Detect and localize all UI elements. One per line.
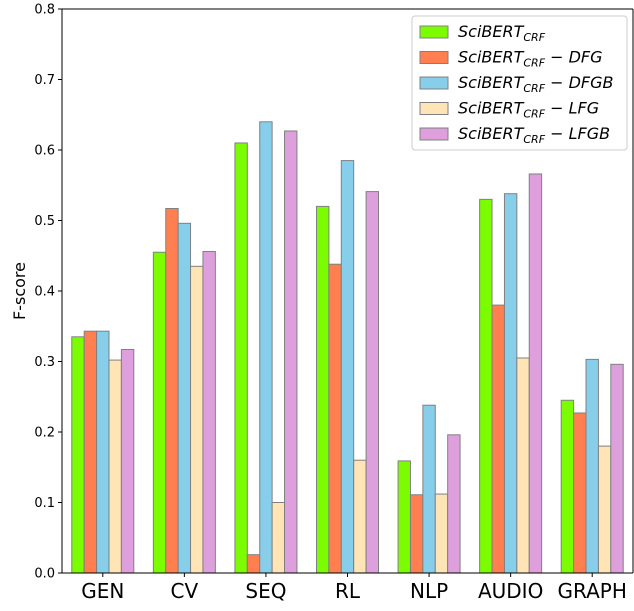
y-tick-label: 0.4 (34, 285, 55, 300)
bar-rl-series-4 (353, 459, 367, 574)
legend-swatch-3 (419, 76, 449, 90)
y-tick-label: 0.0 (34, 567, 55, 582)
bar-graph-series-4 (597, 445, 612, 574)
bar-audio-series-1 (479, 198, 493, 574)
legend-box (411, 15, 628, 151)
bar-gen-series-1 (71, 336, 85, 574)
x-tick-label: GEN (81, 579, 124, 603)
legend-label-3: SciBERTCRF − DFGB (458, 73, 614, 95)
bar-gen-series-3 (96, 330, 110, 574)
x-tick-label: SEQ (245, 579, 286, 603)
y-tick-label: 0.1 (34, 496, 55, 511)
bar-cv-series-2 (165, 208, 179, 574)
ticks-layer: 0.0 0.1 0.2 0.3 0.4 0.5 0.6 0.7 0.8 GEN CV SEQ RL NLP… (34, 3, 627, 604)
bar-cv-series-4 (190, 265, 204, 574)
legend-swatch-2 (419, 51, 449, 64)
x-tick-label: RL (335, 579, 361, 603)
bar-graph-series-3 (585, 358, 599, 574)
bar-audio-series-3 (503, 193, 518, 574)
bar-graph-series-1 (560, 399, 575, 574)
y-tick-label: 0.3 (34, 355, 55, 370)
bar-seq-series-4 (271, 502, 286, 574)
x-tick-label: NLP (410, 579, 448, 603)
bar-nlp-series-3 (422, 404, 436, 574)
bar-graph-series-2 (573, 412, 587, 574)
x-tick-label: CV (171, 579, 199, 603)
legend-swatch-1 (419, 25, 449, 39)
bar-nlp-series-5 (447, 434, 461, 574)
bar-audio-series-4 (516, 357, 530, 574)
bar-cv-series-1 (152, 251, 167, 574)
bar-seq-series-1 (234, 142, 248, 574)
bar-rl-series-2 (328, 263, 342, 574)
legend-swatch-5 (419, 127, 449, 141)
legend-label-5: SciBERTCRF − LFGB (458, 124, 610, 146)
bar-rl-series-3 (340, 160, 355, 574)
bar-seq-series-5 (284, 130, 298, 574)
x-tick-label: AUDIO (478, 579, 543, 603)
bar-rl-series-5 (365, 191, 380, 574)
y-tick-label: 0.7 (34, 73, 55, 88)
legend-label-1: SciBERTCRF (458, 22, 546, 44)
bar-gen-series-2 (83, 330, 98, 574)
legend-label-4: SciBERTCRF − LFG (458, 99, 599, 121)
bars-layer (71, 121, 624, 574)
bar-gen-series-5 (120, 349, 135, 574)
legend: SciBERTCRF SciBERTCRF − DFG SciBERTCRF − D… (411, 15, 628, 151)
bar-seq-series-3 (259, 121, 273, 574)
y-tick-label: 0.8 (34, 3, 55, 18)
bar-rl-series-1 (316, 205, 330, 574)
y-axis-label: F-score (10, 262, 29, 320)
y-tick-label: 0.6 (34, 144, 55, 159)
y-tick-label: 0.5 (34, 214, 55, 229)
x-tick-label: GRAPH (558, 579, 627, 603)
bar-audio-series-2 (491, 304, 505, 574)
bar-nlp-series-2 (409, 494, 424, 574)
bar-gen-series-4 (108, 359, 122, 574)
bar-audio-series-5 (528, 173, 543, 574)
bar-nlp-series-4 (434, 493, 449, 574)
bar-cv-series-3 (177, 222, 192, 574)
bar-seq-series-2 (246, 554, 261, 574)
bar-nlp-series-1 (397, 460, 411, 574)
legend-label-2: SciBERTCRF − DFG (458, 48, 603, 70)
y-tick-label: 0.2 (34, 426, 55, 441)
legend-swatch-4 (419, 102, 449, 115)
bar-graph-series-5 (610, 363, 624, 574)
bar-cv-series-5 (202, 251, 216, 574)
